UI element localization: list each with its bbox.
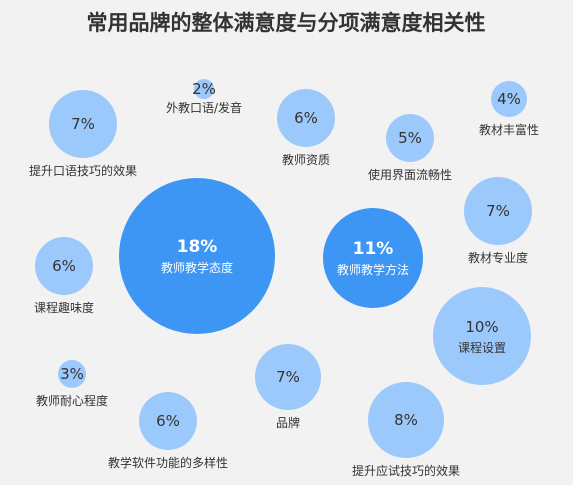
bubble-category-label: 教师教学态度 [161,260,233,275]
bubble-value-label: 5% [398,129,422,147]
bubble-item: 4% 教材丰富性 [479,81,539,137]
bubble-value-label: 7% [276,368,300,386]
bubble-value-label: 7% [486,202,510,220]
bubble-value-label: 6% [156,412,180,430]
bubble-category-label: 外教口语/发音 [166,100,242,115]
bubble-item: 7% 教材专业度 [464,177,532,265]
bubble-value-label: 11% [353,239,394,259]
bubble [433,287,531,385]
bubble-item: 7% 品牌 [255,344,321,430]
bubble-item: 10% 课程设置 [433,287,531,385]
bubble-value-label: 8% [394,411,418,429]
bubble [49,90,117,158]
bubble-item: 5% 使用界面流畅性 [368,114,452,182]
bubble-category-label: 品牌 [276,416,300,430]
bubbles-group: 18% 教师教学态度 11% 教师教学方法 10% 课程设置 7% 提升口语技巧的效果 7% 教材… [29,79,539,478]
bubble [194,79,214,99]
bubble [323,208,423,308]
bubble-value-label: 2% [192,80,216,98]
bubble-category-label: 教师教学方法 [337,262,409,277]
bubble-item: 18% 教师教学态度 [119,178,275,334]
bubble [255,344,321,410]
bubble-item: 6% 课程趣味度 [34,237,94,315]
bubble-item: 11% 教师教学方法 [323,208,423,308]
bubble-value-label: 4% [497,90,521,108]
bubble-value-label: 18% [177,237,218,257]
bubble-category-label: 教师资质 [282,152,330,167]
bubble-category-label: 课程设置 [458,340,506,355]
bubble [277,89,335,147]
bubble-category-label: 课程趣味度 [34,300,94,315]
bubble-category-label: 教学软件功能的多样性 [108,455,228,470]
bubble-item: 3% 教师耐心程度 [36,360,108,408]
bubble [119,178,275,334]
bubble-item: 8% 提升应试技巧的效果 [352,382,460,478]
bubble [139,392,197,450]
bubble [491,81,527,117]
bubble-value-label: 6% [52,257,76,275]
bubble [386,114,434,162]
bubble-category-label: 教师耐心程度 [36,393,108,408]
bubble-value-label: 10% [465,318,498,336]
bubble-value-label: 3% [60,365,84,383]
bubble-category-label: 教材丰富性 [479,122,539,137]
bubble [464,177,532,245]
bubble [35,237,93,295]
bubble-item: 2% 外教口语/发音 [166,79,242,115]
bubble-category-label: 教材专业度 [468,250,528,265]
bubble-value-label: 7% [71,115,95,133]
bubble [368,382,444,458]
bubble [58,360,86,388]
bubble-category-label: 提升口语技巧的效果 [29,163,137,178]
bubble-item: 6% 教师资质 [277,89,335,167]
bubble-category-label: 使用界面流畅性 [368,167,452,182]
bubble-item: 6% 教学软件功能的多样性 [108,392,228,470]
chart-title: 常用品牌的整体满意度与分项满意度相关性 [87,11,486,35]
bubble-item: 7% 提升口语技巧的效果 [29,90,137,178]
bubble-category-label: 提升应试技巧的效果 [352,463,460,478]
bubble-value-label: 6% [294,109,318,127]
